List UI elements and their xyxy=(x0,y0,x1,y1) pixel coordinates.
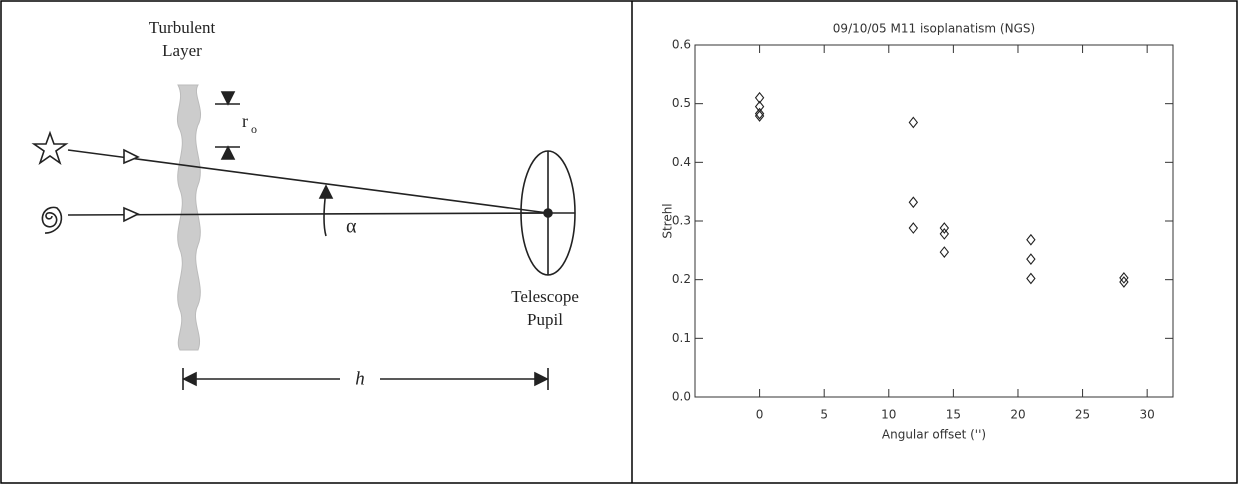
point xyxy=(754,107,765,120)
x-tick-label: 0 xyxy=(756,408,764,422)
y-tick-label: 0.4 xyxy=(672,155,691,169)
point xyxy=(939,222,950,234)
point xyxy=(908,116,919,129)
point xyxy=(908,196,919,209)
point xyxy=(939,246,950,258)
focus-dot xyxy=(543,208,553,218)
point xyxy=(754,91,765,104)
galaxy-icon xyxy=(41,206,63,234)
layer-label: Turbulent xyxy=(149,18,216,37)
x-tick-label: 30 xyxy=(1140,408,1155,422)
x-tick-label: 15 xyxy=(946,408,961,422)
r0-arrow xyxy=(220,145,236,160)
point xyxy=(1119,276,1129,288)
plot-frame xyxy=(694,44,1174,398)
y-tick-label: 0.3 xyxy=(672,214,691,228)
angle-label: α xyxy=(346,216,357,238)
point xyxy=(1026,233,1036,246)
x-tick-label: 5 xyxy=(820,408,828,422)
distance-label: h xyxy=(355,368,365,389)
star-icon xyxy=(31,130,69,166)
y-tick-label: 0.5 xyxy=(672,96,691,110)
r0-label: r xyxy=(242,111,248,131)
pupil-label: Pupil xyxy=(527,310,563,329)
x-tick-label: 20 xyxy=(1010,408,1025,422)
r0-arrow xyxy=(220,91,236,106)
y-tick-label: 0.0 xyxy=(672,390,691,404)
turbulent-layer xyxy=(176,84,202,351)
chart-title: 09/10/05 M11 isoplanatism (NGS) xyxy=(833,22,1035,36)
x-axis-label: Angular offset ('') xyxy=(882,428,986,442)
y-tick-label: 0.2 xyxy=(672,272,691,286)
ray-arrow xyxy=(123,148,140,165)
angle-arrowhead xyxy=(318,184,334,199)
x-tick-label: 10 xyxy=(881,408,896,422)
star-ray xyxy=(67,149,549,214)
point xyxy=(1026,272,1036,285)
y-tick-label: 0.1 xyxy=(672,331,691,345)
layer-label: Layer xyxy=(162,41,202,60)
ray-arrow xyxy=(123,206,140,223)
point xyxy=(1026,253,1036,266)
point xyxy=(1119,272,1129,284)
chart: 09/10/05 M11 isoplanatism (NGS) Angular o… xyxy=(661,22,1174,442)
h-arrow xyxy=(182,371,197,387)
h-arrow xyxy=(534,371,549,387)
galaxy-ray xyxy=(67,212,549,216)
point xyxy=(908,222,919,234)
x-tick-label: 25 xyxy=(1075,408,1090,422)
point xyxy=(939,228,950,240)
r0-subscript: o xyxy=(251,122,257,136)
diagram xyxy=(31,84,576,390)
point xyxy=(754,110,765,122)
pupil-label: Telescope xyxy=(511,287,579,306)
y-axis-label: Strehl xyxy=(661,203,675,238)
y-tick-label: 0.6 xyxy=(672,38,691,52)
